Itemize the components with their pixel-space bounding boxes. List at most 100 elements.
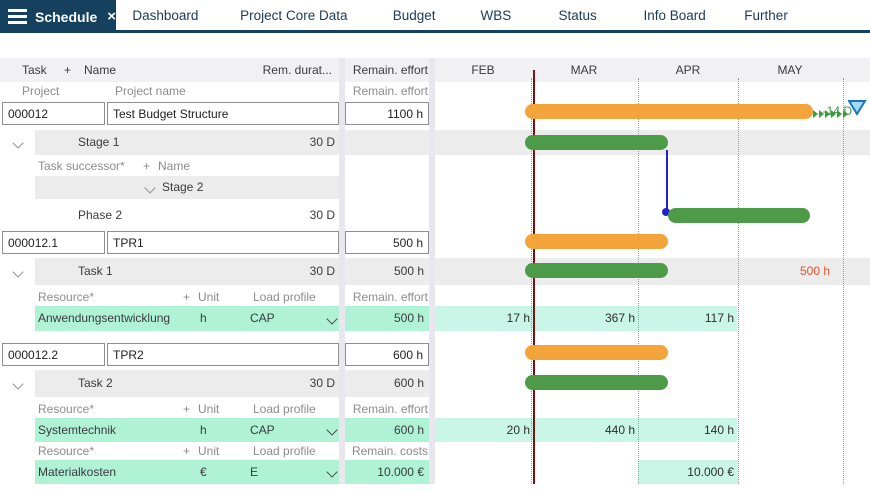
tpr2-bar[interactable] [525, 345, 668, 360]
tab-budget[interactable]: Budget [392, 7, 436, 23]
resource3-effort-band [345, 460, 429, 484]
resource3-apr-value: 10.000 € [687, 465, 734, 479]
resource-subheader-costs-row: Resource* + Unit Load profile Remain. co… [0, 442, 870, 460]
task1-label[interactable]: Task 1 [78, 264, 113, 278]
subheader-resource: Resource* [38, 444, 95, 458]
add-resource-icon[interactable]: + [183, 444, 191, 458]
tpr1-id-input[interactable] [2, 231, 105, 254]
project-row [0, 100, 870, 127]
resource2-load-profile[interactable]: CAP [250, 423, 275, 437]
resource2-gantt-band [435, 418, 737, 442]
resource1-mar-value: 367 h [604, 311, 635, 325]
phase2-label[interactable]: Phase 2 [78, 208, 123, 222]
column-separator [429, 58, 435, 484]
stage2-label[interactable]: Stage 2 [162, 180, 204, 194]
collapse-task2-icon[interactable] [12, 378, 24, 390]
menu-icon[interactable] [8, 9, 27, 24]
tab-info-board[interactable]: Info Board [643, 7, 706, 23]
tab-further[interactable]: Further [744, 7, 788, 23]
tab-schedule[interactable]: Schedule × [0, 0, 117, 33]
stage1-bar[interactable] [525, 135, 668, 150]
close-tab-icon[interactable]: × [107, 8, 117, 25]
resource1-band [35, 306, 339, 331]
subheader-resource: Resource* [38, 402, 95, 416]
tpr1-name-input[interactable] [107, 231, 339, 254]
phase2-duration: 30 D [309, 208, 335, 222]
subheader-remain-effort: Remain. effort [352, 402, 428, 416]
subheader-load-profile: Load profile [253, 402, 316, 416]
resource2-effort-band [345, 418, 429, 442]
project-name-input[interactable] [107, 102, 339, 125]
task2-band [35, 370, 339, 397]
project-slack-label: -14 D [822, 104, 852, 118]
gantt-header-bg [435, 58, 870, 82]
phase2-bar[interactable] [668, 208, 810, 223]
subheader-task-successor: Task successor* [38, 159, 125, 173]
project-subheader-row: Project Project name Remain. effort [0, 82, 870, 100]
tab-dashboard[interactable]: Dashboard [132, 7, 199, 23]
add-successor-icon[interactable]: + [143, 159, 151, 173]
task2-bar[interactable] [525, 375, 668, 390]
subheader-project: Project [22, 84, 60, 98]
add-resource-icon[interactable]: + [183, 290, 191, 304]
col-header-rem-duration[interactable]: Rem. durat... [262, 63, 332, 77]
col-header-name[interactable]: Name [84, 63, 117, 77]
resource2-name[interactable]: Systemtechnik [38, 423, 117, 437]
resource2-unit: h [200, 423, 207, 437]
task2-effort-band [345, 370, 429, 397]
task2-effort: 600 h [393, 376, 424, 390]
month-gridline [738, 78, 739, 484]
tpr2-effort-input[interactable] [345, 343, 429, 366]
resource1-unit: h [200, 311, 207, 325]
collapse-task1-icon[interactable] [12, 266, 24, 278]
resource1-feb-value: 17 h [506, 311, 530, 325]
collapse-stage1-icon[interactable] [12, 137, 24, 149]
add-column-icon[interactable]: + [64, 63, 72, 77]
resource2-feb-value: 20 h [506, 423, 530, 437]
subheader-remain-effort: Remain. effort [352, 290, 428, 304]
stage2-row: Stage 2 [0, 176, 870, 199]
month-gridline [843, 78, 844, 484]
add-resource-icon[interactable]: + [183, 402, 191, 416]
tab-status[interactable]: Status [558, 7, 597, 23]
subheader-unit: Unit [198, 444, 220, 458]
resource-row-anwendungsentwicklung: Anwendungsentwicklung h CAP 500 h 17 h 3… [0, 306, 870, 331]
resource3-load-profile[interactable]: E [250, 465, 259, 479]
tpr2-id-input[interactable] [2, 343, 105, 366]
table-header-bg [0, 58, 339, 82]
task1-bar[interactable] [525, 263, 668, 278]
stage1-label[interactable]: Stage 1 [78, 135, 120, 149]
month-gridline [531, 78, 532, 484]
col-header-task[interactable]: Task [22, 63, 47, 77]
tab-bar: Schedule × Dashboard Project Core Data B… [0, 0, 870, 33]
project-id-input[interactable] [2, 102, 105, 125]
resource1-load-profile[interactable]: CAP [250, 311, 275, 325]
resource3-name[interactable]: Materialkosten [38, 465, 117, 479]
task1-duration: 30 D [309, 264, 335, 278]
subheader-unit: Unit [198, 290, 220, 304]
tab-project-core-data[interactable]: Project Core Data [240, 7, 348, 23]
resource1-effort-band [345, 306, 429, 331]
month-label-mar: MAR [570, 63, 598, 77]
milestone-triangle-icon[interactable] [848, 100, 867, 116]
stage2-band [35, 176, 339, 199]
subheader-load-profile: Load profile [253, 444, 316, 458]
month-label-may: MAY [777, 63, 803, 77]
col-header-remain-effort[interactable]: Remain. effort [352, 63, 428, 77]
resource2-band [35, 418, 339, 442]
tpr1-bar[interactable] [525, 234, 668, 249]
tpr2-name-input[interactable] [107, 343, 339, 366]
project-effort-input[interactable] [345, 102, 429, 125]
resource1-name[interactable]: Anwendungsentwicklung [38, 311, 171, 325]
project-bar[interactable] [525, 104, 813, 119]
task2-label[interactable]: Task 2 [78, 376, 113, 390]
tpr1-effort-input[interactable] [345, 231, 429, 254]
tpr1-row [0, 229, 870, 254]
effort-header-bg [345, 58, 429, 82]
tab-wbs[interactable]: WBS [480, 7, 512, 23]
subheader-load-profile: Load profile [253, 290, 316, 304]
resource3-apr-cell [638, 460, 738, 484]
active-tab-label: Schedule [35, 8, 98, 25]
successor-subheader-row: Task successor* + Name [0, 157, 870, 176]
subheader-remain-effort: Remain. effort [352, 84, 428, 98]
